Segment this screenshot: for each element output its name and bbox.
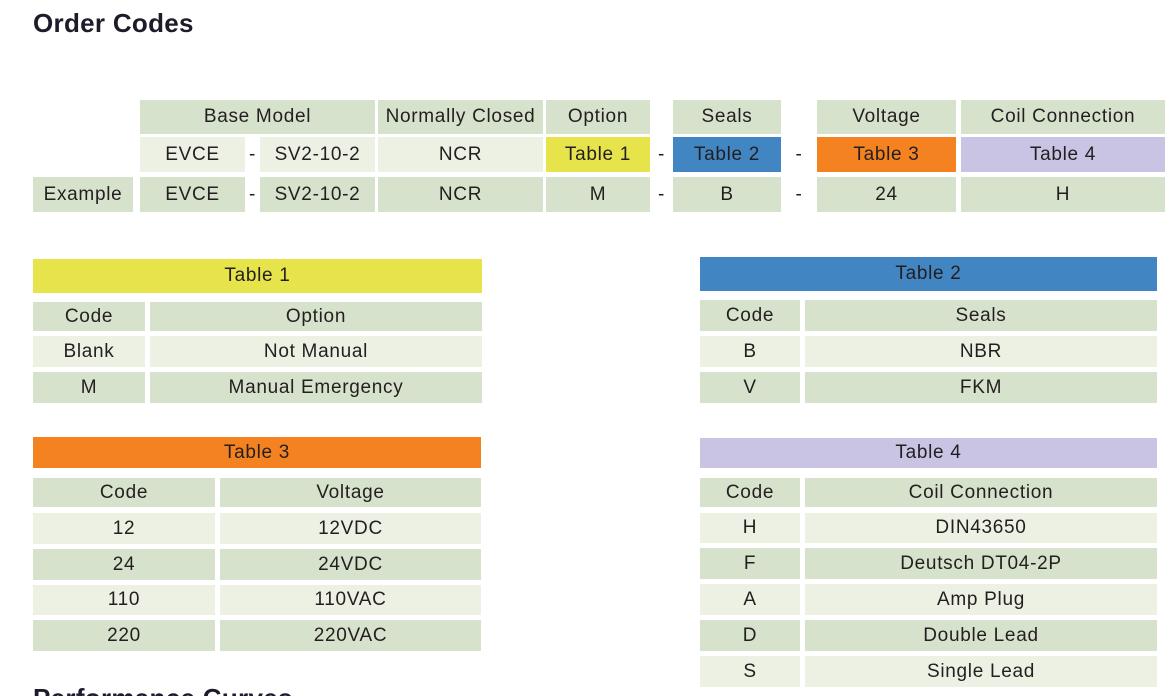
page-title: Order Codes [33,8,194,38]
table1-row-code: M [33,372,145,403]
order-example-base-model-prefix: EVCE [140,177,245,212]
order-code-dash-2: - [657,143,666,165]
table3-row-value: 110VAC [220,585,481,615]
order-header-coil-connection: Coil Connection [961,100,1165,134]
table4-row-code: H [700,513,800,543]
order-example-seals: B [673,177,781,212]
order-code-coil-table4: Table 4 [961,137,1165,172]
table2-row-code: B [700,336,800,367]
order-code-option-table1: Table 1 [546,137,650,172]
next-section-title: Performance Curves [33,683,293,696]
table3-header-code: Code [33,478,215,507]
order-code-base-model-series: SV2-10-2 [260,137,375,172]
order-example-label: Example [33,177,133,212]
order-example-normally-closed: NCR [378,177,543,212]
table3-row-code: 24 [33,549,215,580]
table4-row-code: D [700,620,800,651]
table3-row-code: 220 [33,620,215,651]
table1-row-value: Manual Emergency [150,372,482,403]
table3-row-value: 24VDC [220,549,481,580]
order-example-option: M [546,177,650,212]
order-example-coil: H [961,177,1165,212]
table1-title: Table 1 [33,259,482,293]
order-header-voltage: Voltage [817,100,956,134]
table4-row-code: F [700,548,800,579]
table1-header-code: Code [33,302,145,331]
table4-row-value: DIN43650 [805,513,1157,543]
table4-title: Table 4 [700,438,1157,468]
order-example-base-model-series: SV2-10-2 [260,177,375,212]
table1-row-code: Blank [33,336,145,367]
table1-row-value: Not Manual [150,336,482,367]
table2-row-code: V [700,372,800,403]
table4-header-code: Code [700,478,800,507]
table2-row-value: FKM [805,372,1157,403]
order-example-dash-1: - [248,183,257,205]
order-header-base-model: Base Model [140,100,375,134]
order-code-normally-closed: NCR [378,137,543,172]
table2-header-code: Code [700,300,800,331]
table3-row-code: 12 [33,513,215,544]
table4-row-value: Double Lead [805,620,1157,651]
table4-row-value: Deutsch DT04-2P [805,548,1157,579]
order-code-base-model-prefix: EVCE [140,137,245,172]
table4-row-value: Amp Plug [805,584,1157,615]
order-example-dash-2: - [657,183,666,205]
order-code-seals-table2: Table 2 [673,137,781,172]
table3-row-code: 110 [33,585,215,615]
table3-header-voltage: Voltage [220,478,481,507]
table2-row-value: NBR [805,336,1157,367]
order-code-dash-3: - [795,143,803,165]
table2-title: Table 2 [700,257,1157,291]
order-header-seals: Seals [673,100,781,134]
table4-row-value: Single Lead [805,656,1157,687]
table3-row-value: 12VDC [220,513,481,544]
table4-row-code: S [700,656,800,687]
order-header-option: Option [546,100,650,134]
order-code-voltage-table3: Table 3 [817,137,956,172]
order-header-normally-closed: Normally Closed [378,100,543,134]
order-example-dash-3: - [795,183,803,205]
order-example-voltage: 24 [817,177,956,212]
table2-header-seals: Seals [805,300,1157,331]
table3-title: Table 3 [33,437,481,468]
table4-row-code: A [700,584,800,615]
table3-row-value: 220VAC [220,620,481,651]
table4-header-coil: Coil Connection [805,478,1157,507]
order-code-dash-1: - [248,143,257,165]
table1-header-option: Option [150,302,482,331]
